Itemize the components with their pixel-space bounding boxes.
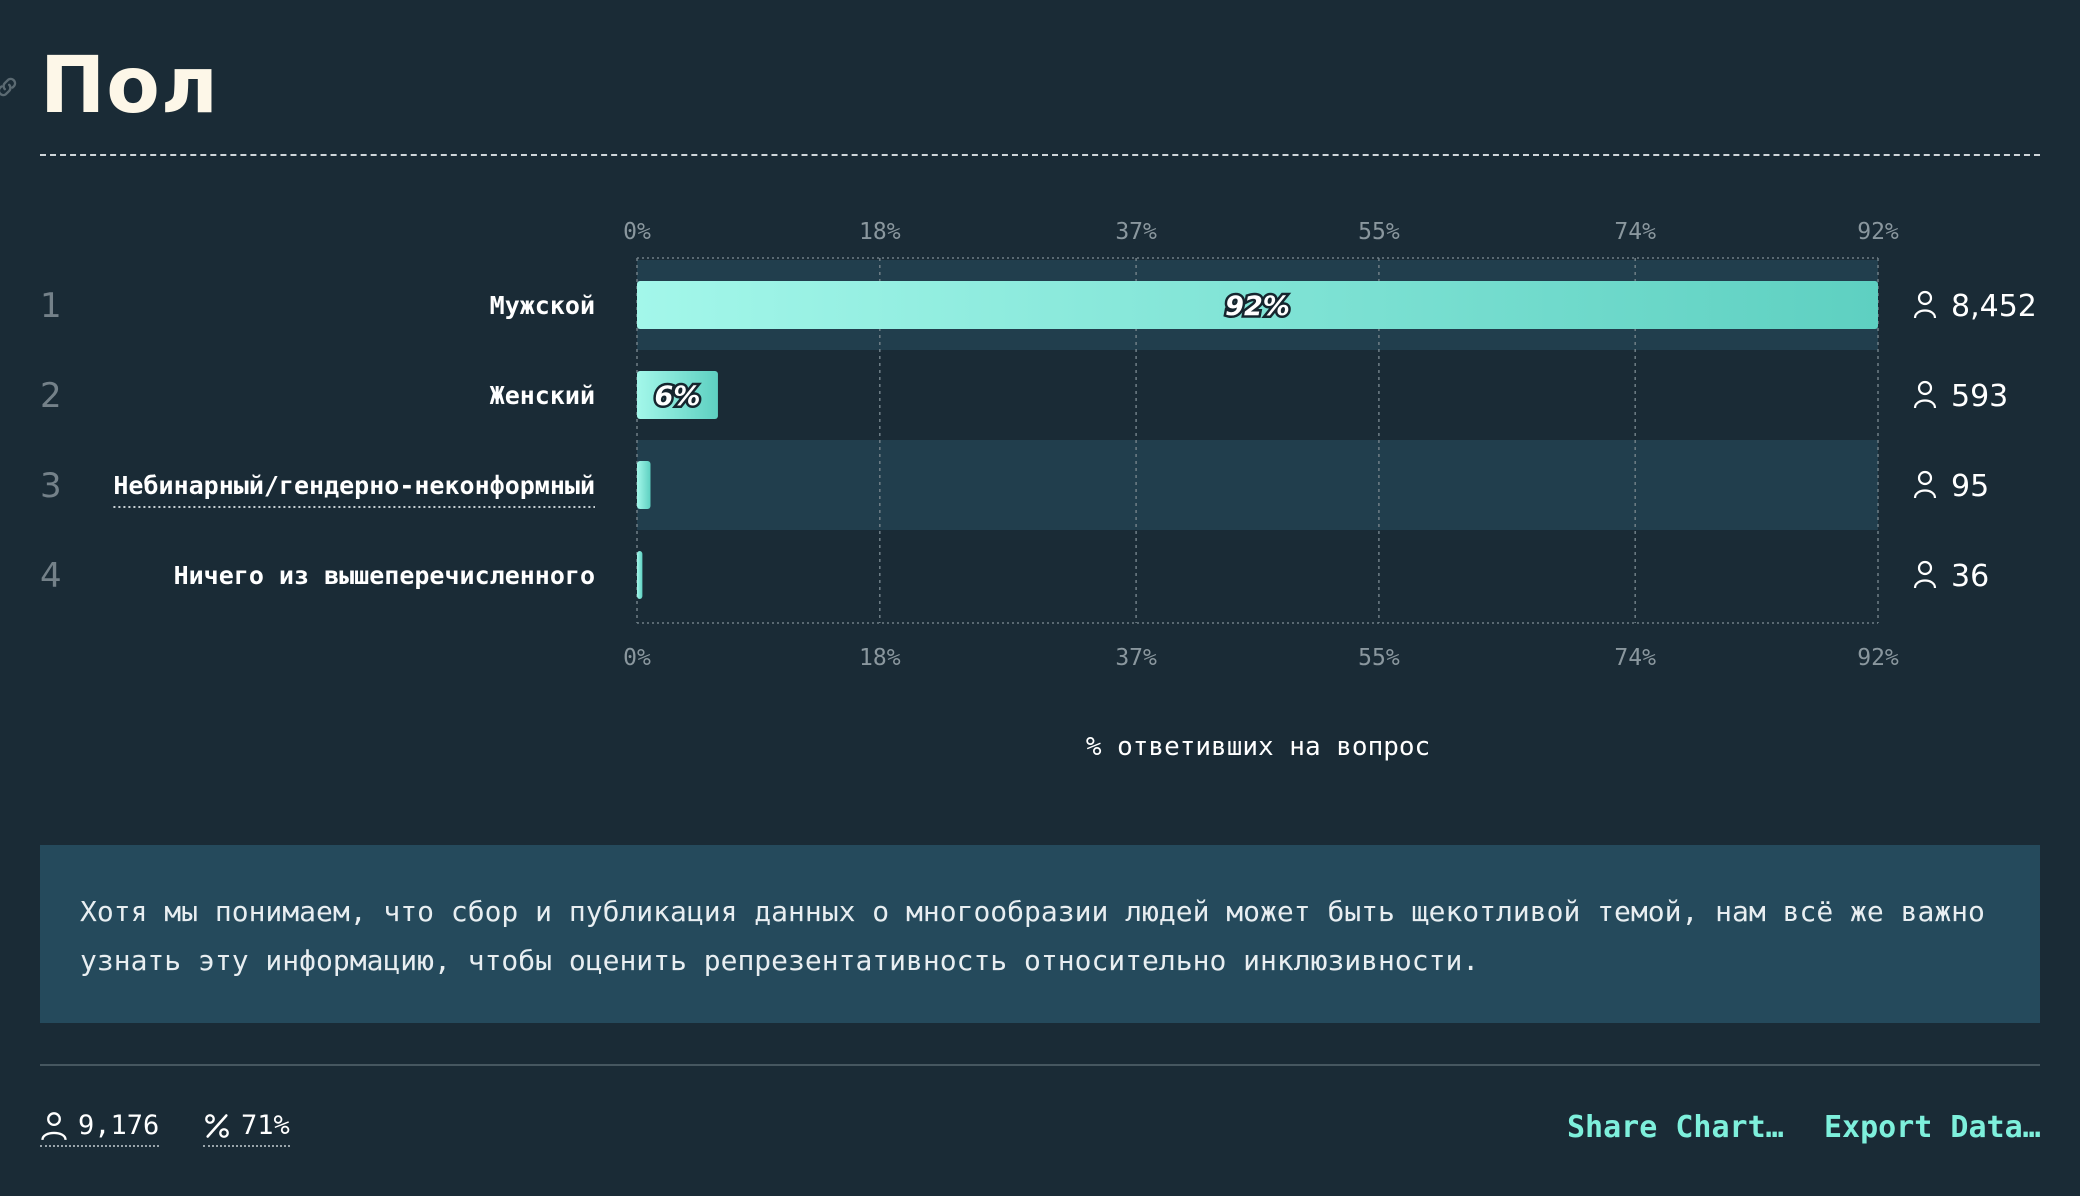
bar bbox=[637, 551, 643, 599]
bar-value-label: 6% bbox=[655, 381, 701, 412]
x-tick-label-top: 92% bbox=[1857, 219, 1899, 245]
bar bbox=[637, 461, 651, 509]
respondent-count: 36 bbox=[1951, 559, 1989, 594]
person-icon bbox=[1913, 380, 1937, 409]
respondent-count: 95 bbox=[1951, 469, 1989, 504]
bar bbox=[637, 371, 718, 419]
x-tick-label-bottom: 37% bbox=[1115, 645, 1157, 671]
person-icon bbox=[41, 1111, 67, 1140]
page-title: Пол bbox=[40, 41, 219, 131]
respondent-count: 593 bbox=[1951, 379, 2008, 414]
info-note-text: Хотя мы понимаем, что сбор и публикация … bbox=[80, 895, 1985, 977]
response-rate-value: 71% bbox=[241, 1110, 290, 1141]
person-icon bbox=[1913, 470, 1937, 499]
row-rank: 1 bbox=[40, 286, 62, 326]
bar-chart: 0% 0% 18% 18% 37% 37% 55% 55% 74% 74% 92% 92% 92% 1 Му… bbox=[40, 219, 2037, 762]
x-tick-label-top: 55% bbox=[1358, 219, 1400, 245]
x-tick-label-bottom: 55% bbox=[1358, 645, 1400, 671]
x-tick-label-top: 18% bbox=[859, 219, 901, 245]
person-icon bbox=[1913, 560, 1937, 589]
x-tick-label-bottom: 18% bbox=[859, 645, 901, 671]
x-tick-label-top: 0% bbox=[623, 219, 651, 245]
respondents-count: 9,176 bbox=[78, 1110, 160, 1141]
category-label: Ничего из вышеперечисленного bbox=[174, 561, 595, 590]
info-note: Хотя мы понимаем, что сбор и публикация … bbox=[40, 845, 2040, 1023]
x-tick-label-bottom: 92% bbox=[1857, 645, 1899, 671]
person-icon bbox=[1913, 290, 1937, 319]
category-label: Женский bbox=[490, 381, 595, 410]
x-tick-label-bottom: 0% bbox=[623, 645, 651, 671]
footer-divider bbox=[40, 1064, 2040, 1066]
x-tick-label-top: 37% bbox=[1115, 219, 1157, 245]
row-band bbox=[637, 440, 1878, 530]
row-rank: 4 bbox=[40, 556, 62, 596]
respondent-count: 8,452 bbox=[1951, 289, 2037, 324]
export-data-link[interactable]: Export Data… bbox=[1824, 1110, 2041, 1145]
title-divider bbox=[40, 154, 2040, 156]
link-icon[interactable] bbox=[0, 74, 20, 100]
row-rank: 3 bbox=[40, 466, 62, 506]
response-rate-stat[interactable]: 71% bbox=[203, 1110, 290, 1147]
category-label: Небинарный/гендерно-неконформный bbox=[113, 471, 595, 500]
x-axis-title: % ответивших на вопрос bbox=[1086, 732, 1430, 762]
category-label: Мужской bbox=[490, 291, 595, 320]
percent-icon bbox=[205, 1113, 229, 1138]
x-tick-label-bottom: 74% bbox=[1614, 645, 1656, 671]
respondents-stat[interactable]: 9,176 bbox=[40, 1110, 160, 1147]
bar bbox=[637, 281, 1878, 329]
row-rank: 2 bbox=[40, 376, 62, 416]
bar-value-label: 92% bbox=[1225, 291, 1290, 322]
x-tick-label-top: 74% bbox=[1614, 219, 1656, 245]
share-chart-link[interactable]: Share Chart… bbox=[1567, 1110, 1784, 1145]
